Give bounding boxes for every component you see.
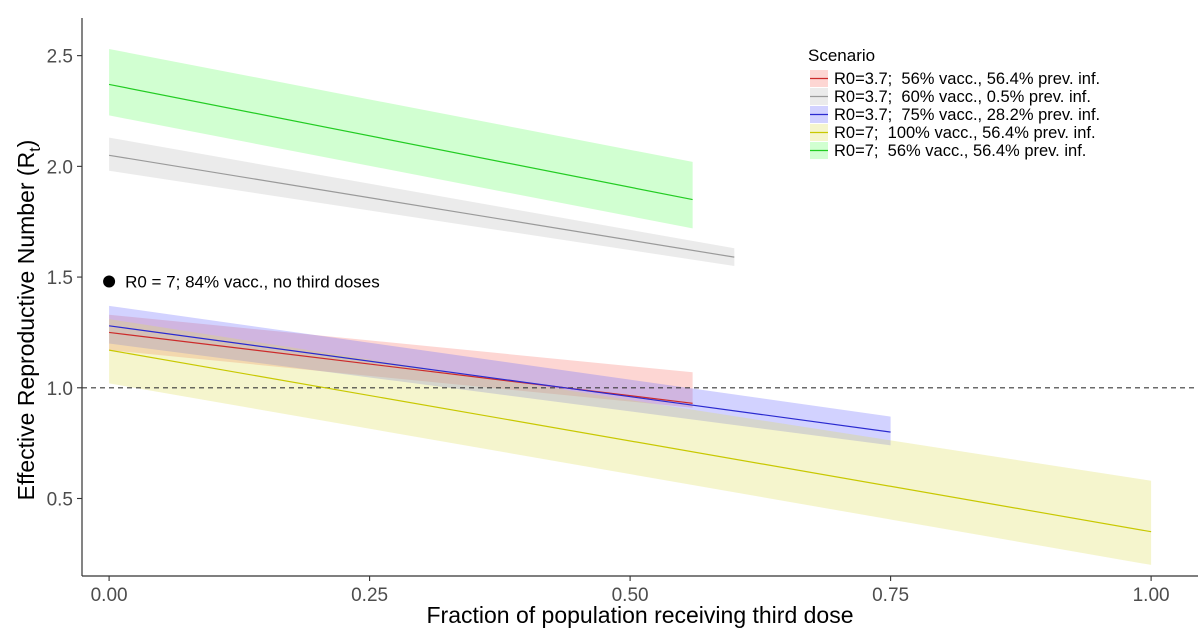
x-tick-label: 0.00 [91,585,128,606]
y-axis-title: Effective Reproductive Number (Rt) [13,140,44,501]
legend: Scenario R0=3.7; 56% vacc., 56.4% prev. … [808,46,1100,160]
band-r0-7-56-vacc-56-4-prev-inf [109,49,693,229]
y-axis-title-close: ) [13,140,39,148]
band-r0-3-7-60-vacc-0-5-prev-inf [109,137,735,266]
x-tick-label: 0.75 [872,585,909,606]
x-axis-title: Fraction of population receiving third d… [426,602,853,628]
line-r0-7-100-vacc-56-4-prev-inf [108,349,1152,533]
annotation-dot-marker [103,275,116,288]
y-tick-label: 1.5 [47,268,73,289]
y-tick-label: 2.5 [47,47,73,68]
band-r0-7-100-vacc-56-4-prev-inf [109,319,1152,565]
line-r0-7-56-vacc-56-4-prev-inf [108,83,693,201]
line-r0-3-7-60-vacc-0-5-prev-inf [108,154,735,258]
band-r0-3-7-75-vacc-28-2-prev-inf [109,305,891,446]
series-lines [108,83,1152,533]
y-tick-label: 0.5 [47,490,73,511]
axes [81,18,1198,577]
legend-label-r0-7-56-vacc-56-4-prev-inf: R0=7; 56% vacc., 56.4% prev. inf. [834,142,1086,160]
legend-label-r0-7-100-vacc-56-4-prev-inf: R0=7; 100% vacc., 56.4% prev. inf. [834,124,1096,142]
y-axis-title-main: Effective Reproductive Number (R [13,152,39,501]
y-tick-label: 1.0 [47,379,73,400]
legend-label-r0-3-7-75-vacc-28-2-prev-inf: R0=3.7; 75% vacc., 28.2% prev. inf. [834,106,1100,124]
legend-items: R0=3.7; 56% vacc., 56.4% prev. inf.R0=3.… [810,70,1100,160]
band-r0-3-7-56-vacc-56-4-prev-inf [109,314,693,408]
x-tick-label: 1.00 [1133,585,1170,606]
line-r0-3-7-75-vacc-28-2-prev-inf [109,325,891,433]
confidence-bands [109,49,1152,565]
legend-title: Scenario [808,46,875,65]
x-axis-ticks: 0.00 0.25 0.50 0.75 1.00 [91,576,1170,606]
y-axis-ticks: 0.5 1.0 1.5 2.0 2.5 [47,47,82,511]
legend-label-r0-3-7-60-vacc-0-5-prev-inf: R0=3.7; 60% vacc., 0.5% prev. inf. [834,88,1091,106]
y-tick-label: 2.0 [47,157,73,178]
x-tick-label: 0.50 [612,585,649,606]
annotation: R0 = 7; 84% vacc., no third doses [103,273,380,292]
legend-label-r0-3-7-56-vacc-56-4-prev-inf: R0=3.7; 56% vacc., 56.4% prev. inf. [834,70,1100,88]
y-axis-title-subscript: t [27,147,44,152]
annotation-label: R0 = 7; 84% vacc., no third doses [125,273,380,292]
x-tick-label: 0.25 [351,585,388,606]
